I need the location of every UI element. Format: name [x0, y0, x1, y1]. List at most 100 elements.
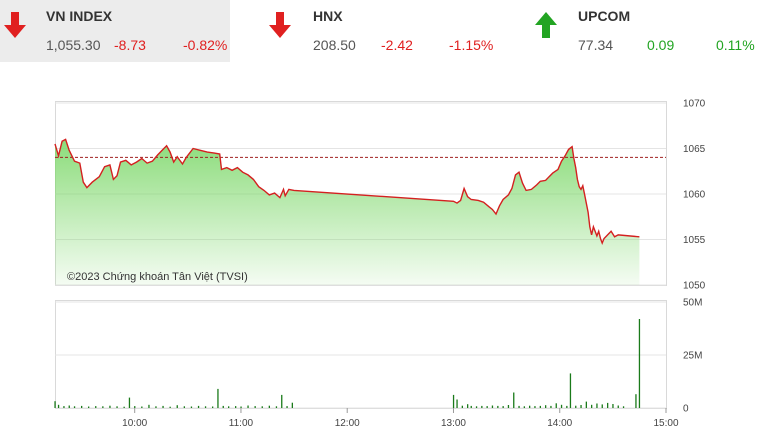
arrow-down-icon [4, 12, 26, 38]
volume-bar [607, 402, 609, 408]
arrow-up-icon [535, 12, 557, 38]
index-value: 1,055.30 [46, 37, 101, 53]
volume-bar [638, 319, 641, 408]
index-value: 208.50 [313, 37, 356, 53]
volume-bar [162, 405, 164, 408]
volume-bar [569, 373, 572, 408]
volume-bar [475, 406, 478, 408]
index-name: VN INDEX [46, 8, 113, 24]
x-tick-label: 14:00 [547, 418, 572, 429]
volume-bar [575, 405, 577, 408]
volume-bar [247, 405, 249, 408]
volume-bar [183, 406, 185, 408]
x-tick-label: 11:00 [229, 418, 254, 429]
volume-bar [217, 388, 219, 408]
volume-bar [286, 406, 288, 408]
price-line [54, 138, 640, 246]
volume-bar [596, 403, 598, 408]
volume-bar [539, 405, 541, 408]
volume-bar [116, 406, 118, 408]
index-change: -2.42 [381, 37, 413, 53]
volume-bar [73, 406, 76, 408]
index-percent: 0.11% [716, 37, 755, 53]
volume-bar [176, 405, 178, 408]
volume-bar [622, 406, 625, 408]
volume-bar [555, 403, 557, 408]
volume-bar [491, 405, 494, 408]
index-percent: -1.15% [449, 37, 494, 53]
y-tick-label: 1055 [683, 235, 706, 246]
volume-bar [518, 405, 520, 408]
volume-bar [95, 406, 97, 408]
x-tick-label: 15:00 [653, 418, 678, 429]
volume-bar [109, 405, 111, 408]
volume-bar [545, 405, 547, 408]
volume-bar [461, 405, 463, 408]
volume-bar [585, 401, 587, 408]
volume-bar [240, 406, 242, 408]
volume-bar [63, 406, 65, 408]
volume-bar [560, 404, 563, 408]
volume-bar [268, 405, 270, 408]
volume-bar [148, 404, 150, 408]
volume-bar [601, 404, 603, 408]
volume-tick-label: 25M [683, 351, 702, 362]
volume-bar [612, 404, 614, 408]
x-tick-label: 13:00 [441, 418, 466, 429]
volume-bar [54, 401, 56, 408]
y-tick-label: 1050 [683, 281, 706, 292]
volume-bar [529, 405, 531, 408]
volume-tick-label: 50M [683, 298, 702, 309]
volume-bar [261, 406, 263, 408]
copyright-label: ©2023 Chứng khoán Tân Việt (TVSI) [67, 271, 248, 283]
volume-bar [452, 394, 455, 408]
volume-bar [169, 406, 171, 408]
volume-bar [212, 406, 214, 408]
volume-bar [513, 392, 515, 408]
index-tab-upcom[interactable]: UPCOM 77.34 0.09 0.11% [485, 0, 760, 62]
x-tick-label: 12:00 [335, 418, 360, 429]
volume-bar [481, 405, 483, 408]
volume-bar [102, 406, 104, 408]
volume-bar [190, 406, 193, 408]
volume-bar [88, 406, 90, 408]
volume-tick-label: 0 [683, 404, 689, 415]
volume-bar [204, 406, 207, 408]
volume-bar [456, 399, 458, 408]
volume-bar [534, 406, 536, 408]
volume-bar [281, 394, 283, 408]
volume-bar [57, 404, 60, 408]
volume-bar [254, 406, 256, 408]
volume-bar [128, 397, 131, 408]
volume-bar [486, 406, 488, 408]
volume-bar [550, 405, 552, 408]
index-tab-vnindex[interactable]: VN INDEX 1,055.30 -8.73 -0.82% [0, 0, 230, 62]
index-change: 0.09 [647, 37, 675, 53]
volume-bar [197, 405, 200, 408]
volume-bar [635, 394, 637, 408]
volume-bar [523, 406, 525, 408]
volume-bar [507, 405, 510, 408]
volume-bar [470, 405, 472, 408]
volume-bar [497, 405, 499, 408]
volume-bar [467, 404, 469, 408]
y-tick-label: 1060 [683, 190, 706, 201]
volume-bar [228, 406, 230, 408]
volume-bar [617, 405, 619, 408]
index-name: UPCOM [578, 8, 631, 24]
volume-bar [566, 405, 568, 408]
volume-bar [123, 406, 125, 408]
volume-bar [222, 405, 224, 408]
index-tab-hnx[interactable]: HNX 208.50 -2.42 -1.15% [230, 0, 493, 62]
volume-bar [275, 406, 278, 408]
index-change: -8.73 [114, 37, 146, 53]
arrow-down-icon [269, 12, 291, 38]
y-tick-label: 1070 [683, 99, 706, 110]
volume-bar [235, 406, 237, 408]
volume-bar [291, 402, 293, 408]
volume-bar [134, 406, 136, 408]
volume-bar [141, 406, 143, 408]
index-value: 77.34 [578, 37, 614, 53]
volume-bar [68, 405, 70, 408]
